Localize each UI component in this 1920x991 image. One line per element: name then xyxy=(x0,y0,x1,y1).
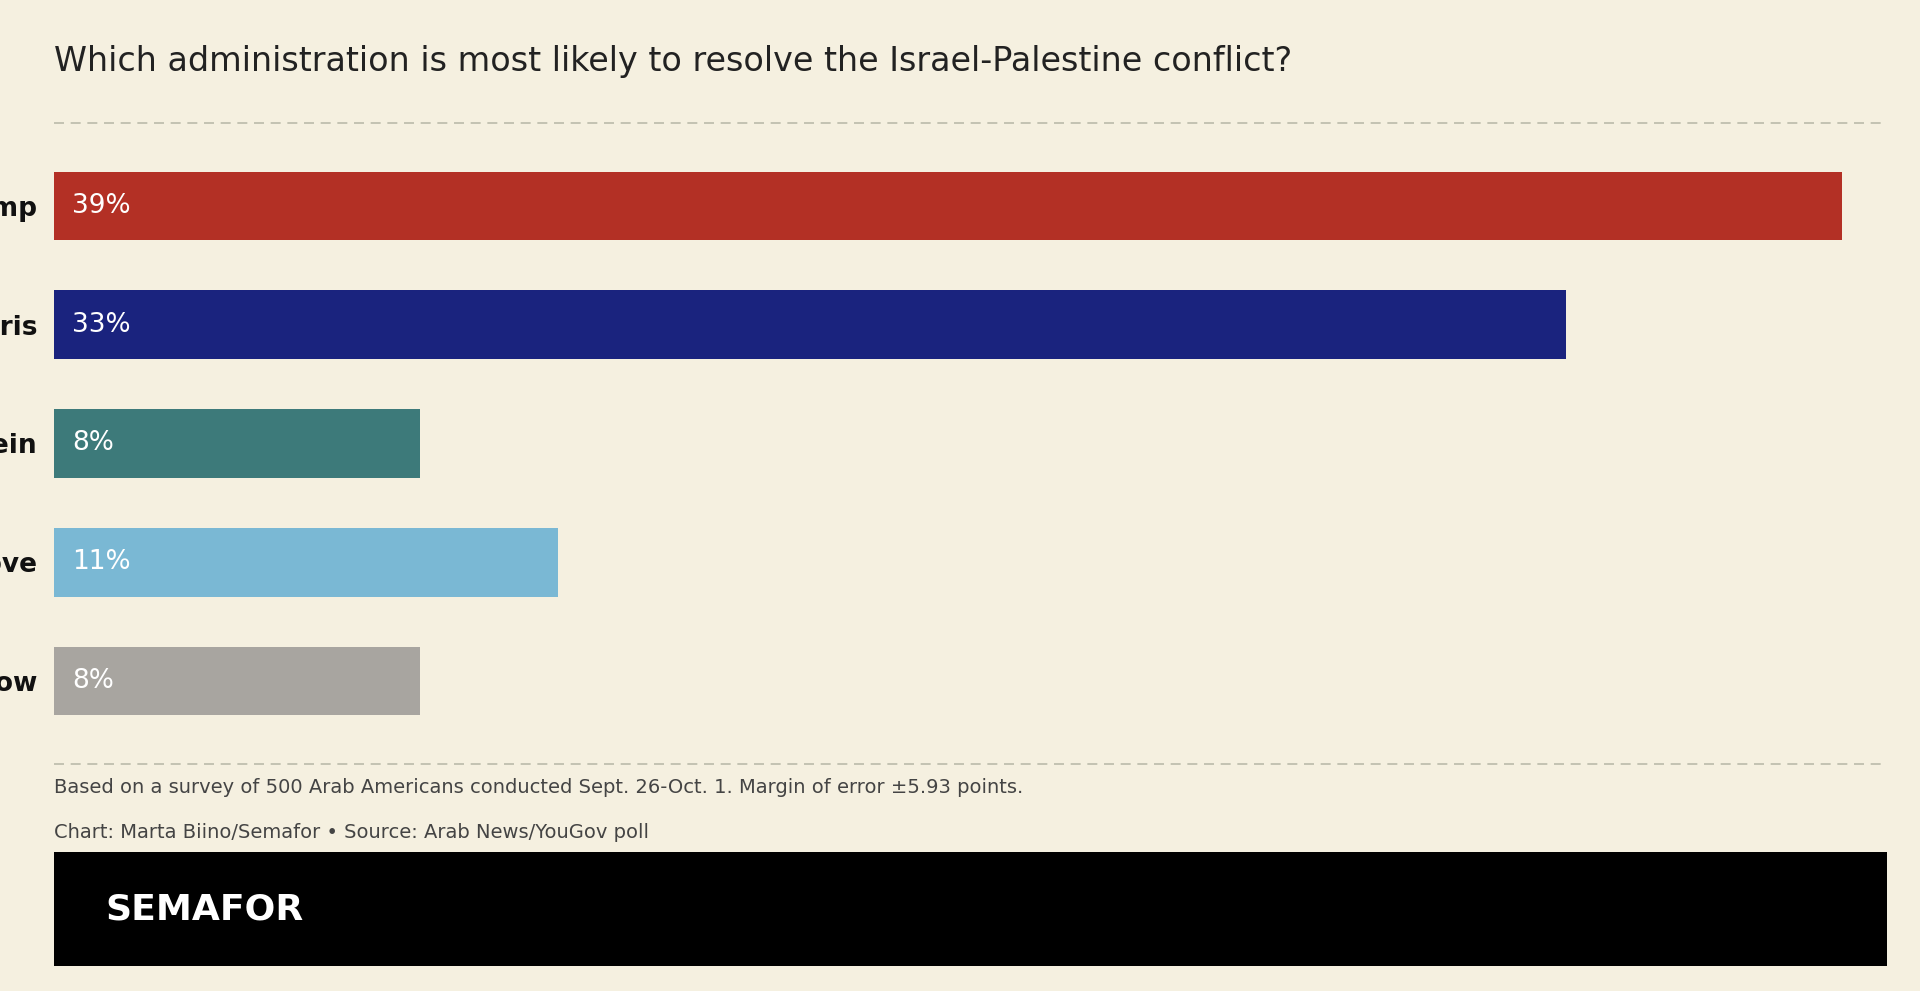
Text: 33%: 33% xyxy=(73,312,131,338)
Bar xyxy=(54,528,559,597)
Text: 8%: 8% xyxy=(73,430,113,457)
Text: 39%: 39% xyxy=(73,193,131,219)
Text: Which administration is most likely to resolve the Israel-Palestine conflict?: Which administration is most likely to r… xyxy=(54,45,1292,77)
Bar xyxy=(54,290,1567,359)
Bar xyxy=(54,409,420,478)
Bar xyxy=(54,646,420,716)
Text: SEMAFOR: SEMAFOR xyxy=(106,892,303,927)
Text: Based on a survey of 500 Arab Americans conducted Sept. 26-Oct. 1. Margin of err: Based on a survey of 500 Arab Americans … xyxy=(54,778,1023,797)
Bar xyxy=(54,171,1841,241)
Text: 8%: 8% xyxy=(73,668,113,694)
Text: 11%: 11% xyxy=(73,549,131,575)
Text: Chart: Marta Biino/Semafor • Source: Arab News/YouGov poll: Chart: Marta Biino/Semafor • Source: Ara… xyxy=(54,823,649,841)
